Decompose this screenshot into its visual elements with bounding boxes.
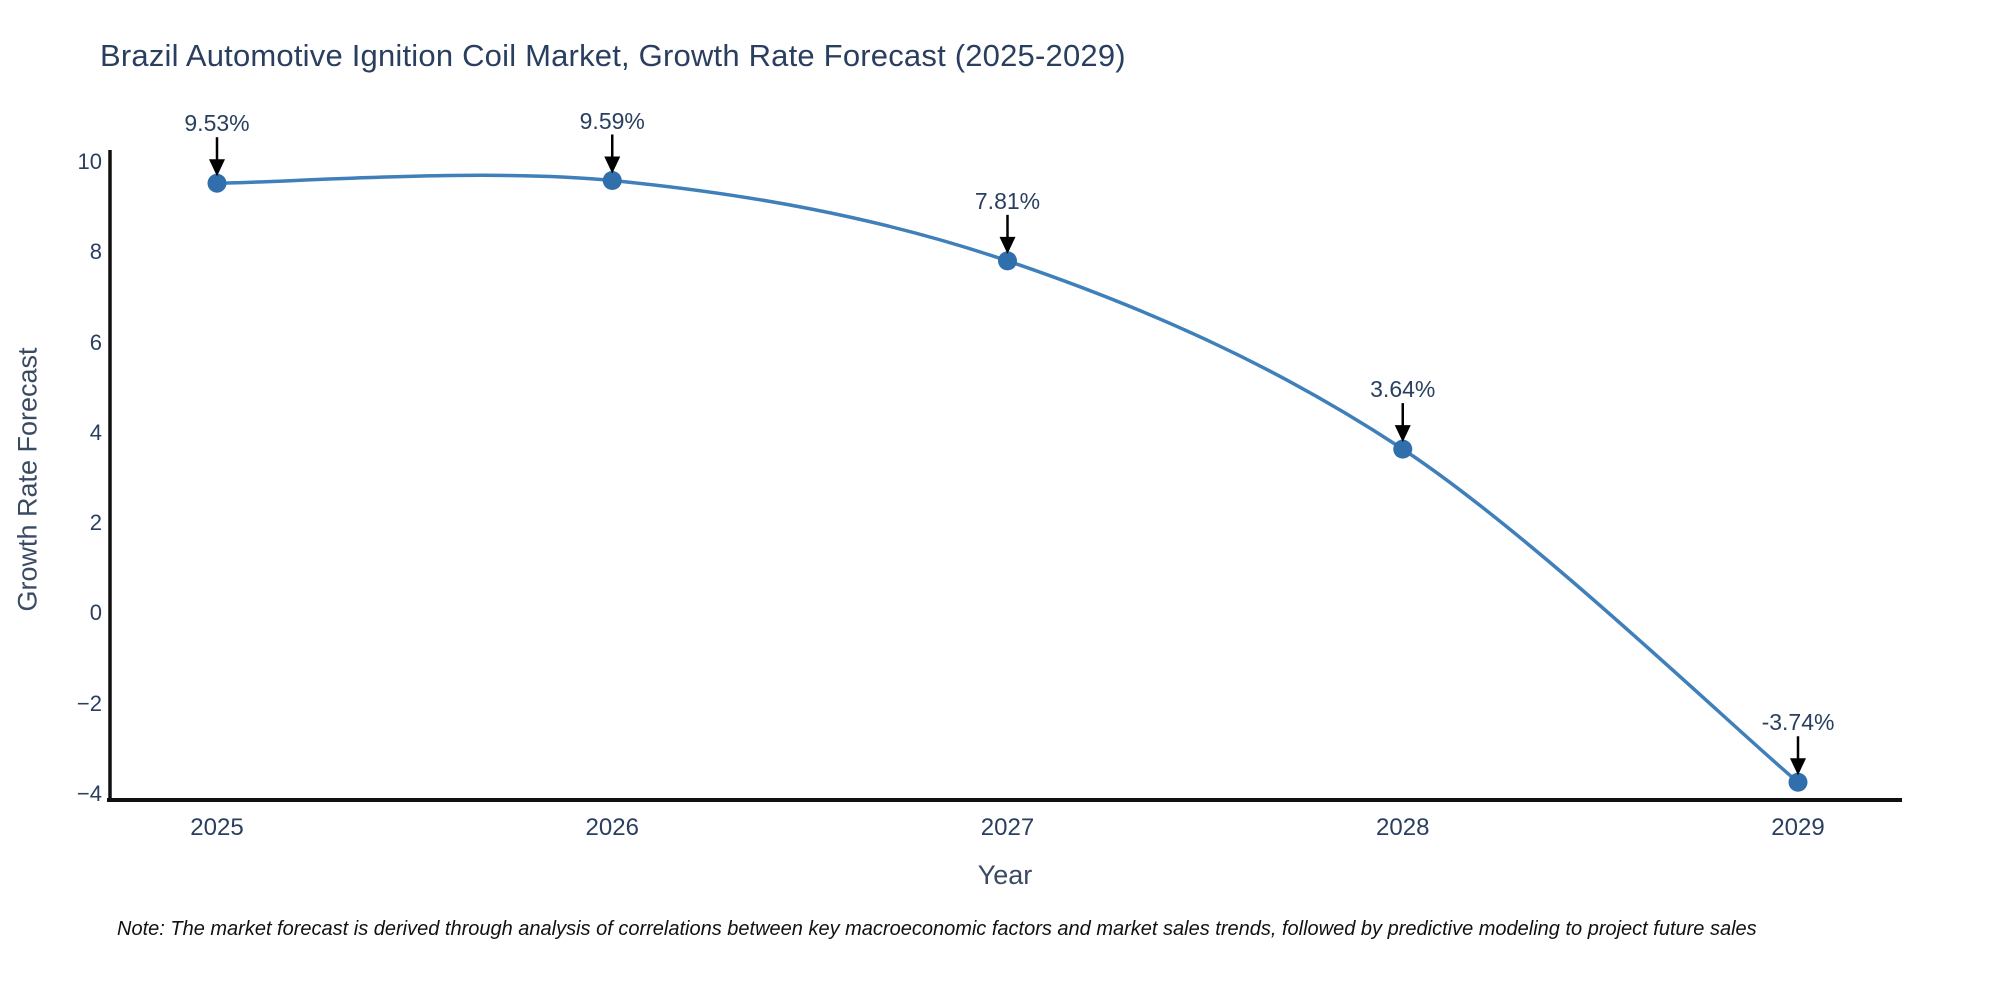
annotation-arrow-head	[1394, 425, 1411, 443]
annotation-arrow-head	[999, 236, 1016, 254]
data-point-marker	[602, 171, 622, 191]
data-point-marker	[1788, 772, 1808, 792]
x-tick-label: 2028	[1376, 814, 1430, 841]
data-point-label: -3.74%	[1761, 709, 1835, 736]
y-tick-label: 0	[89, 600, 102, 626]
chart-title: Brazil Automotive Ignition Coil Market, …	[100, 38, 1126, 73]
data-point-label: 9.59%	[579, 107, 645, 134]
data-point-marker	[207, 173, 227, 193]
annotation-arrow-head	[209, 159, 225, 177]
x-tick-label: 2029	[1771, 814, 1825, 841]
annotation-arrow-head	[604, 156, 621, 174]
y-tick-label: 2	[89, 510, 102, 536]
y-tick-label: 8	[89, 239, 102, 265]
y-tick-label: 4	[89, 419, 102, 445]
x-tick-label: 2026	[585, 814, 639, 841]
y-tick-label: 10	[77, 149, 102, 174]
data-point-label: 7.81%	[974, 187, 1041, 214]
y-tick-label: −4	[76, 781, 102, 806]
data-point-label: 3.64%	[1370, 376, 1436, 403]
data-point-label: 9.53%	[184, 110, 250, 137]
x-tick-label: 2025	[190, 814, 244, 841]
x-axis-title: Year	[977, 860, 1033, 890]
annotation-arrow-head	[1790, 758, 1806, 776]
footnote: Note: The market forecast is derived thr…	[117, 918, 1757, 940]
y-tick-label: 6	[89, 329, 102, 355]
forecast-line	[215, 173, 1800, 785]
y-tick-label: −2	[76, 690, 102, 716]
data-point-marker	[1393, 439, 1413, 459]
data-point-marker	[998, 251, 1017, 271]
x-tick-label: 2027	[980, 814, 1035, 841]
